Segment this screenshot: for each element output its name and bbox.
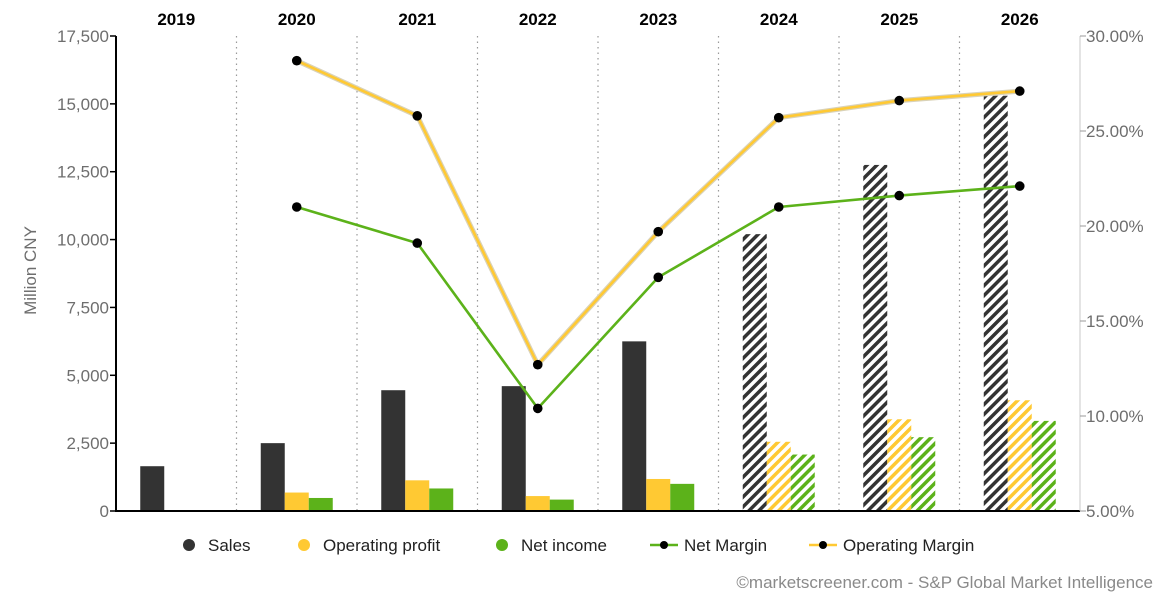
year-label-2026: 2026 <box>1001 10 1039 29</box>
left-tick-label: 0 <box>100 502 109 521</box>
grid-layer <box>235 36 961 511</box>
bar-net-income-2025 <box>911 437 936 511</box>
right-tick-label: 5.00% <box>1086 502 1134 521</box>
point-net-margin-2021 <box>412 238 423 248</box>
legend-label-sales: Sales <box>208 536 251 555</box>
legend-marker-net-income <box>496 539 508 551</box>
point-net-margin-2023 <box>653 272 664 283</box>
right-tick-label: 25.00% <box>1086 122 1144 141</box>
bar-operating-profit-2022 <box>525 496 550 511</box>
year-label-2022: 2022 <box>519 10 557 29</box>
bar-net-income-2022 <box>549 499 574 511</box>
y-axis-title: Million CNY <box>21 226 40 315</box>
axes-layer <box>110 35 1086 512</box>
year-label-2025: 2025 <box>880 10 918 29</box>
bar-sales-2025 <box>863 164 888 511</box>
legend-label-operating-profit: Operating profit <box>323 536 440 555</box>
bar-net-income-2021 <box>429 488 454 511</box>
point-operating-margin-2024 <box>773 112 784 123</box>
bar-sales-2019 <box>140 466 165 511</box>
year-label-2024: 2024 <box>760 10 798 29</box>
copyright-text: ©marketscreener.com - S&P Global Market … <box>736 573 1153 592</box>
left-tick-label: 15,000 <box>57 95 109 114</box>
year-label-2019: 2019 <box>157 10 195 29</box>
point-operating-margin-2021 <box>412 111 423 121</box>
bar-operating-profit-2023 <box>646 478 671 511</box>
legend-marker-net-margin <box>660 541 668 549</box>
legend-label-net-margin: Net Margin <box>684 536 767 555</box>
bar-net-income-2020 <box>308 497 333 511</box>
right-tick-label: 20.00% <box>1086 217 1144 236</box>
legend-marker-sales <box>183 539 195 551</box>
line-net-margin <box>296 184 1020 410</box>
bar-operating-profit-2025 <box>887 419 912 511</box>
legend-label-net-income: Net income <box>521 536 607 555</box>
bar-net-income-2026 <box>1031 420 1056 511</box>
point-net-margin-2026 <box>1014 181 1025 191</box>
bar-sales-2020 <box>260 443 285 511</box>
year-label-2021: 2021 <box>398 10 436 29</box>
point-net-margin-2020 <box>291 202 302 212</box>
bar-operating-profit-2026 <box>1007 400 1032 511</box>
point-net-margin-2025 <box>894 190 905 201</box>
point-operating-margin-2025 <box>894 95 905 106</box>
left-tick-label: 5,000 <box>66 366 109 385</box>
bar-operating-profit-2021 <box>405 480 430 511</box>
lines-layer <box>291 55 1025 414</box>
year-label-2020: 2020 <box>278 10 316 29</box>
legend-marker-operating-profit <box>298 539 310 551</box>
point-operating-margin-2020 <box>291 55 302 66</box>
bar-sales-2023 <box>622 341 647 511</box>
left-tick-label: 17,500 <box>57 27 109 46</box>
point-operating-margin-2022 <box>532 359 543 370</box>
legend: Sales Operating profit Net income Net Margi… <box>183 536 974 555</box>
left-tick-label: 2,500 <box>66 434 109 453</box>
left-tick-label: 12,500 <box>57 163 109 182</box>
line-shadow-operating-margin <box>295 58 1020 368</box>
bar-net-income-2024 <box>790 454 815 511</box>
legend-label-operating-margin: Operating Margin <box>843 536 974 555</box>
line-operating-margin <box>296 59 1020 367</box>
labels-layer: 2019 2020 2021 2022 2023 2024 2025 2026 0 2,500 5,… <box>21 10 1144 521</box>
right-tick-label: 10.00% <box>1086 407 1144 426</box>
bar-sales-2021 <box>381 390 406 511</box>
bar-sales-2022 <box>501 386 526 511</box>
legend-marker-operating-margin <box>819 541 827 549</box>
bar-sales-2024 <box>742 234 767 511</box>
left-tick-label: 7,500 <box>66 298 109 317</box>
point-net-margin-2022 <box>532 403 543 414</box>
bar-operating-profit-2024 <box>766 441 791 511</box>
bar-sales-2026 <box>983 95 1008 511</box>
bar-operating-profit-2020 <box>284 492 309 511</box>
year-label-2023: 2023 <box>639 10 677 29</box>
right-tick-label: 30.00% <box>1086 27 1144 46</box>
bars-layer <box>140 95 1056 511</box>
point-operating-margin-2026 <box>1014 86 1025 96</box>
left-tick-label: 10,000 <box>57 231 109 250</box>
right-tick-label: 15.00% <box>1086 312 1144 331</box>
point-operating-margin-2023 <box>653 226 664 237</box>
point-net-margin-2024 <box>773 202 784 212</box>
bar-net-income-2023 <box>670 483 695 511</box>
